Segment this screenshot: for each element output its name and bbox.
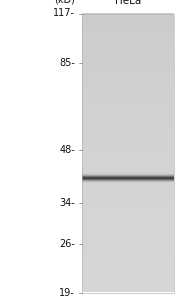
Text: HeLa: HeLa	[115, 0, 141, 6]
Text: 85-: 85-	[59, 58, 75, 68]
Text: 48-: 48-	[59, 145, 75, 155]
Bar	[82, 14, 174, 292]
Text: 34-: 34-	[59, 198, 75, 208]
Text: 26-: 26-	[59, 239, 75, 249]
Text: 117-: 117-	[53, 8, 75, 19]
Text: (kD): (kD)	[54, 0, 75, 5]
Text: 19-: 19-	[59, 287, 75, 298]
